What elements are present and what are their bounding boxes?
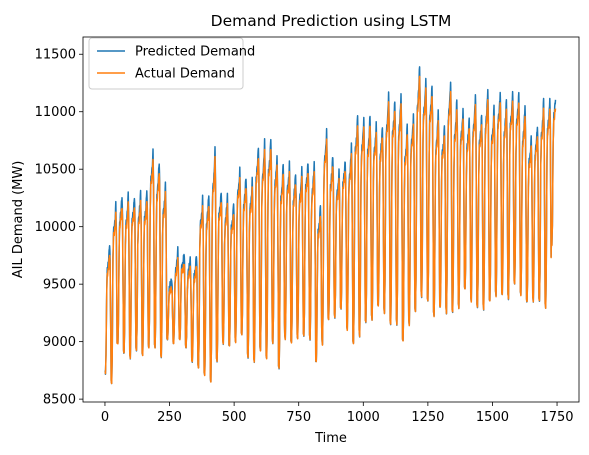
x-tick-label: 750	[286, 410, 311, 425]
x-axis-label: Time	[314, 431, 347, 446]
legend-label-actual: Actual Demand	[135, 67, 235, 82]
x-tick-label: 1250	[411, 410, 444, 425]
y-tick-label: 11500	[35, 48, 76, 63]
y-axis-label: AIL Demand (MW)	[11, 161, 26, 279]
y-tick-label: 10500	[35, 163, 76, 178]
plot-frame	[82, 36, 580, 403]
y-tick-label: 9000	[43, 335, 76, 350]
legend: Predicted Demand Actual Demand	[88, 37, 255, 90]
chart-title: Demand Prediction using LSTM	[211, 12, 452, 30]
x-tick-label: 1500	[476, 410, 509, 425]
legend-label-predicted: Predicted Demand	[135, 45, 255, 60]
x-tick-label: 1000	[347, 410, 380, 425]
series-line-actual	[104, 75, 557, 385]
y-tick-label: 9500	[43, 278, 76, 293]
x-tick-label: 500	[222, 410, 247, 425]
x-tick-label: 250	[157, 410, 182, 425]
y-tick-label: 8500	[43, 393, 76, 408]
y-tick-label: 10000	[35, 220, 76, 235]
x-axis: 0 250 500 750 1000 1250 1500 1750	[101, 402, 574, 425]
series-layer	[104, 66, 557, 385]
x-tick-label: 0	[101, 410, 109, 425]
y-tick-label: 11000	[35, 105, 76, 120]
x-tick-label: 1750	[540, 410, 573, 425]
y-axis: 8500 9000 9500 10000 10500 11000 11500	[35, 48, 83, 408]
legend-box	[88, 37, 244, 90]
